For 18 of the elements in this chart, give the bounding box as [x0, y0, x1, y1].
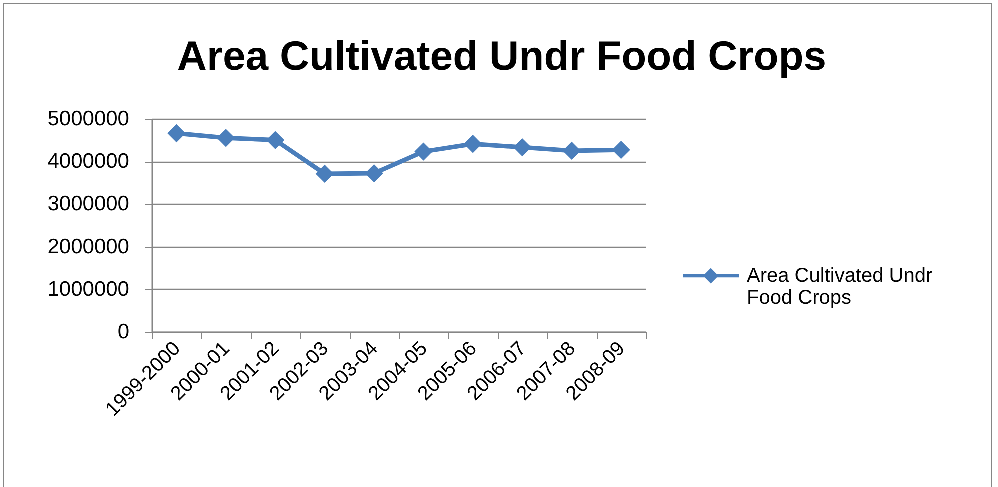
- point: [217, 129, 236, 148]
- chart-title: Area Cultivated Undr Food Crops: [177, 33, 827, 79]
- point: [316, 164, 334, 184]
- y-tick-label: 2000000: [48, 235, 130, 258]
- legend-label: Area Cultivated Undr Food Crops: [747, 265, 933, 309]
- point: [562, 142, 581, 160]
- point: [168, 124, 186, 143]
- point: [365, 164, 384, 183]
- y-tick-label: 3000000: [48, 192, 130, 216]
- y-tick-label: 0: [118, 320, 130, 344]
- point: [513, 138, 532, 157]
- point: [414, 142, 433, 161]
- y-tick-label: 4000000: [48, 150, 130, 174]
- point: [464, 135, 482, 154]
- y-tick-label: 5000000: [48, 108, 130, 130]
- point: [266, 131, 285, 150]
- point: [612, 141, 630, 160]
- y-tick-label: 1000000: [48, 278, 130, 301]
